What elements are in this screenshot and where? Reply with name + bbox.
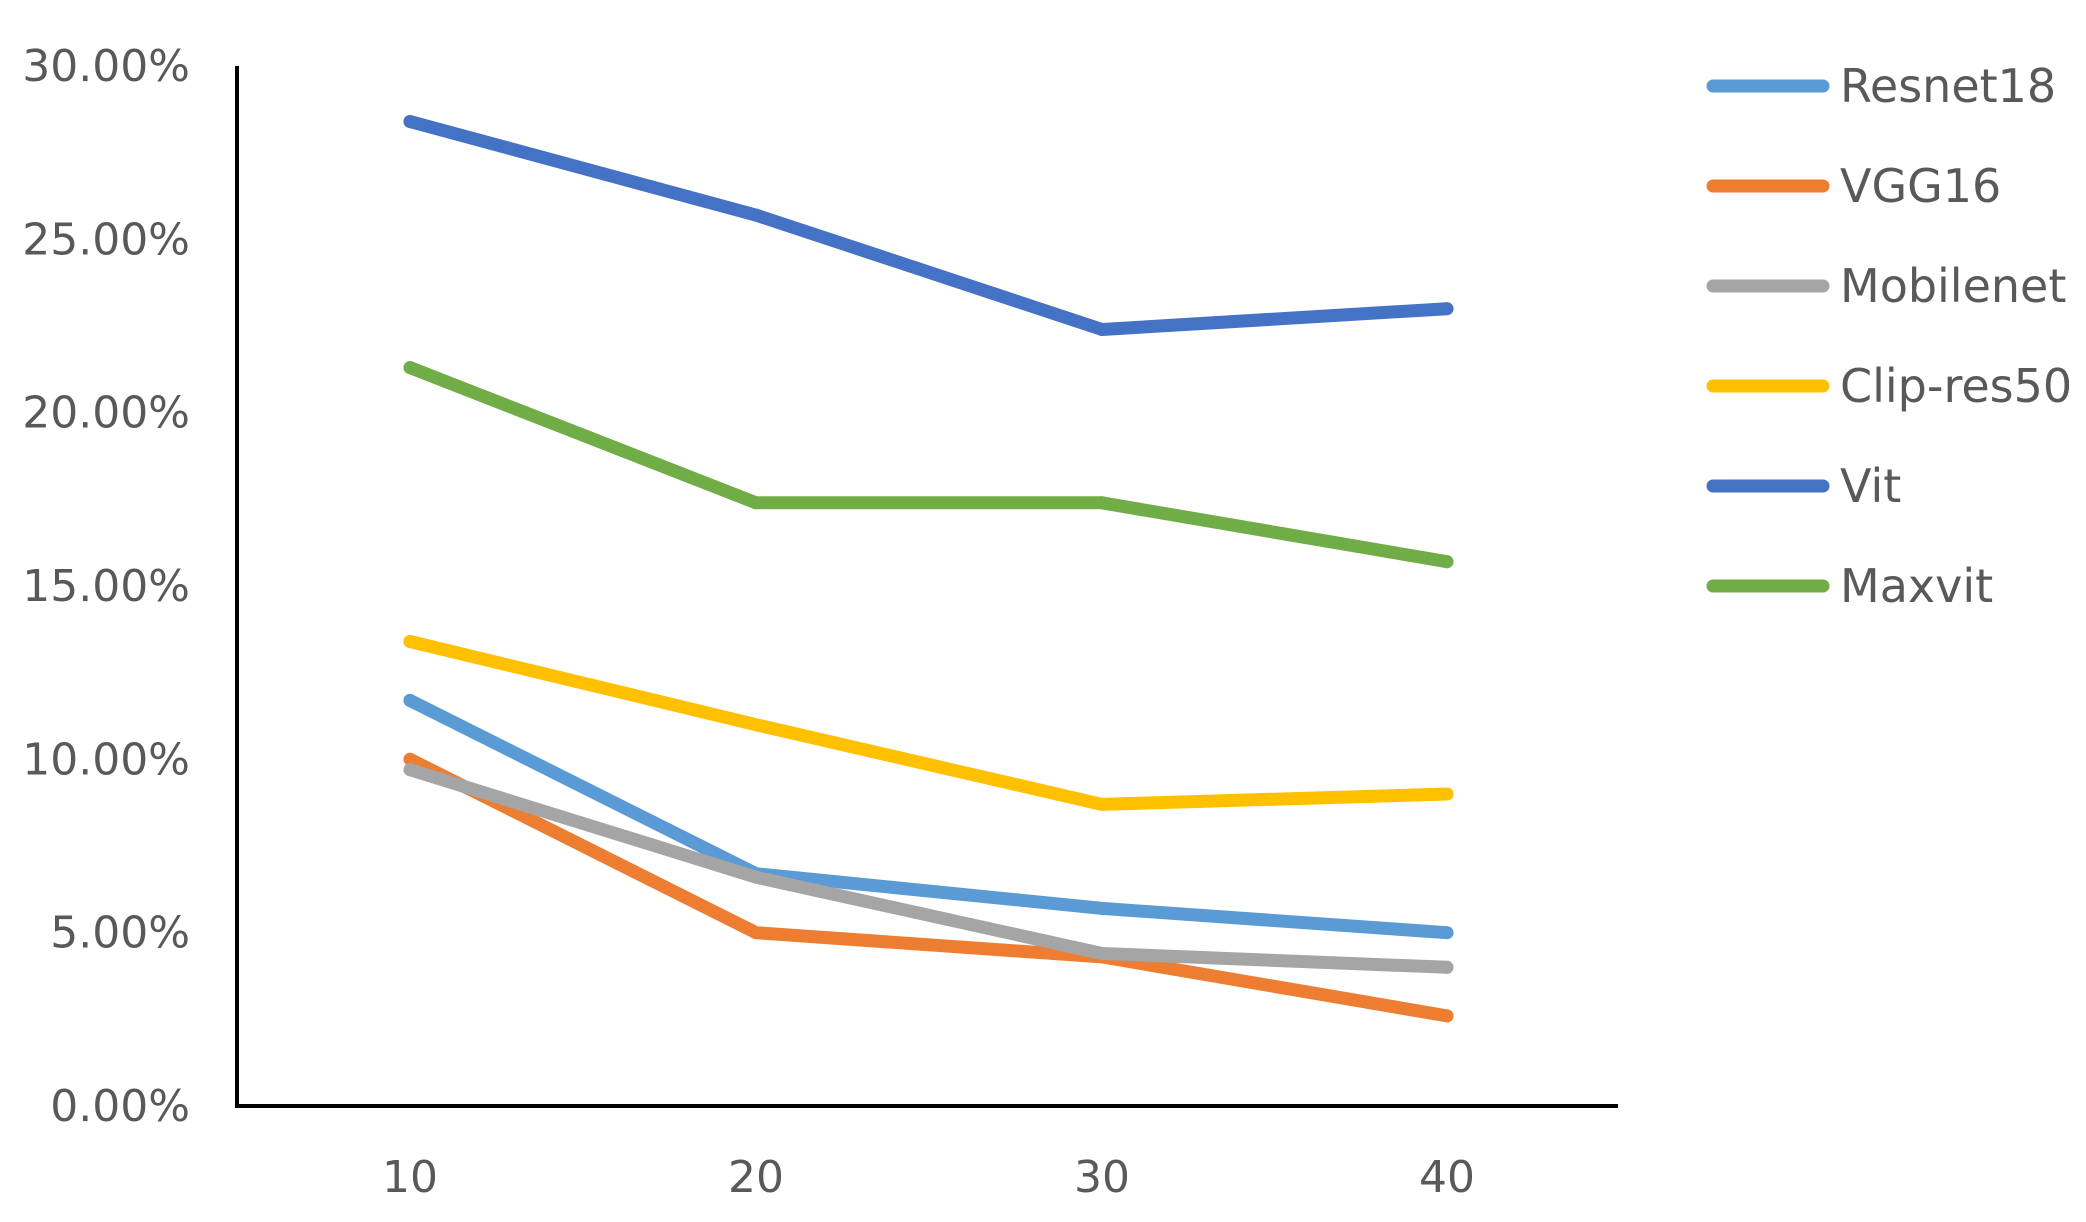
data-point-mobilenet — [1095, 947, 1109, 960]
data-point-vit — [403, 115, 417, 128]
legend-label: Vit — [1840, 459, 1901, 513]
data-point-vgg16 — [403, 752, 417, 766]
y-tick-label: 0.00% — [50, 1081, 190, 1132]
data-point-resnet18 — [403, 693, 417, 707]
series-line-clip-res50 — [403, 635, 1454, 811]
y-tick-label: 20.00% — [22, 388, 190, 439]
x-tick-label: 40 — [1419, 1152, 1475, 1203]
data-point-clip-res50 — [749, 718, 763, 732]
data-point-vgg16 — [1440, 1009, 1454, 1023]
legend-item-vgg16: VGG16 — [1706, 159, 2001, 213]
legend-item-mobilenet: Mobilenet — [1706, 259, 2066, 313]
x-tick-label: 10 — [382, 1152, 438, 1203]
legend-item-vit: Vit — [1706, 459, 1901, 513]
series-vit — [403, 115, 1454, 336]
legend-label: Mobilenet — [1840, 259, 2066, 313]
legend-label: Maxvit — [1840, 559, 1993, 613]
legend-item-resnet18: Resnet18 — [1706, 59, 2056, 113]
legend-item-maxvit: Maxvit — [1706, 559, 1993, 613]
data-point-maxvit — [1440, 555, 1454, 569]
y-tick-label: 25.00% — [22, 214, 190, 265]
x-tick-label: 20 — [728, 1152, 784, 1203]
y-tick-label: 30.00% — [22, 41, 190, 92]
legend-label: VGG16 — [1840, 159, 2001, 213]
x-axis: 10 20 30 40 — [235, 1104, 1618, 1203]
data-point-vit — [1095, 323, 1109, 336]
data-point-vgg16 — [749, 926, 763, 940]
y-axis: 0.00% 5.00% 10.00% 15.00% 20.00% 25.00% 30.00% — [22, 41, 239, 1132]
series-clip-res50 — [403, 635, 1454, 811]
legend: Resnet18 VGG16 Mobilenet Clip-res50 Vit Maxvi… — [1706, 59, 2072, 613]
series-mobilenet — [403, 763, 1454, 974]
y-tick-label: 15.00% — [22, 561, 190, 612]
data-point-resnet18 — [1095, 901, 1109, 915]
data-point-maxvit — [749, 496, 763, 510]
series-line-mobilenet — [403, 763, 1454, 974]
series-line-resnet18 — [403, 693, 1454, 940]
data-point-mobilenet — [749, 870, 763, 884]
series-vgg16 — [403, 752, 1454, 1023]
series-line-vgg16 — [403, 752, 1454, 1023]
x-tick-label: 30 — [1074, 1152, 1130, 1203]
data-point-vit — [749, 208, 763, 222]
plot-area — [403, 115, 1454, 1023]
data-point-vit — [1440, 302, 1454, 316]
legend-item-clip-res50: Clip-res50 — [1706, 359, 2072, 413]
legend-label: Resnet18 — [1840, 59, 2056, 113]
data-point-clip-res50 — [1095, 797, 1109, 811]
data-point-resnet18 — [1440, 926, 1454, 940]
series-line-maxvit — [403, 361, 1454, 569]
legend-label: Clip-res50 — [1840, 359, 2072, 413]
y-tick-label: 10.00% — [22, 734, 190, 785]
series-line-vit — [403, 115, 1454, 336]
data-point-clip-res50 — [1440, 787, 1454, 801]
data-point-mobilenet — [1440, 960, 1454, 974]
data-point-maxvit — [403, 361, 417, 375]
y-tick-label: 5.00% — [50, 908, 190, 959]
data-point-mobilenet — [403, 763, 417, 777]
data-point-clip-res50 — [403, 635, 417, 648]
series-maxvit — [403, 361, 1454, 569]
data-point-maxvit — [1095, 496, 1109, 510]
